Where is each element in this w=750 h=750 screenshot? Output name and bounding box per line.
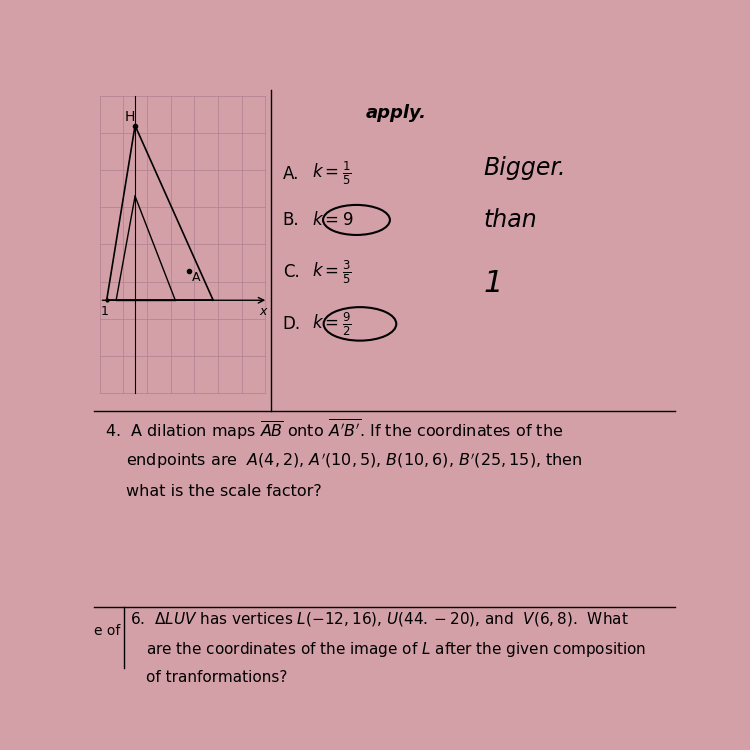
Text: of tranformations?: of tranformations?	[146, 670, 287, 685]
Text: endpoints are  $A(4,2)$, $A'(10, 5)$, $B(10,6)$, $B'(25, 15)$, then: endpoints are $A(4,2)$, $A'(10, 5)$, $B(…	[126, 451, 583, 471]
Text: Bigger.: Bigger.	[483, 156, 566, 180]
Text: H: H	[124, 110, 135, 124]
Text: A: A	[192, 271, 200, 284]
Text: 1: 1	[100, 304, 109, 318]
Text: apply.: apply.	[365, 104, 427, 122]
Text: e of: e of	[94, 625, 121, 638]
Text: than: than	[483, 208, 537, 232]
Text: $k = \frac{3}{5}$: $k = \frac{3}{5}$	[312, 258, 351, 286]
Text: 1: 1	[483, 269, 502, 298]
Text: $k = 9$: $k = 9$	[312, 211, 353, 229]
Text: 4.  A dilation maps $\overline{AB}$ onto $\overline{A'B'}$. If the coordinates o: 4. A dilation maps $\overline{AB}$ onto …	[105, 418, 564, 442]
Text: $k = \frac{9}{2}$: $k = \frac{9}{2}$	[312, 310, 351, 338]
Text: C.: C.	[283, 263, 299, 281]
Text: x: x	[260, 304, 267, 318]
Text: $k = \frac{1}{5}$: $k = \frac{1}{5}$	[312, 160, 351, 188]
Text: D.: D.	[283, 315, 301, 333]
Text: B.: B.	[283, 211, 299, 229]
Text: what is the scale factor?: what is the scale factor?	[126, 484, 322, 500]
Text: 6.  $\Delta LUV$ has vertices $L(-12, 16)$, $U(44. -20)$, and  $V(6, 8)$.  What: 6. $\Delta LUV$ has vertices $L(-12, 16)…	[130, 610, 628, 628]
Text: A.: A.	[283, 165, 299, 183]
Text: are the coordinates of the image of $L$ after the given composition: are the coordinates of the image of $L$ …	[146, 640, 646, 658]
